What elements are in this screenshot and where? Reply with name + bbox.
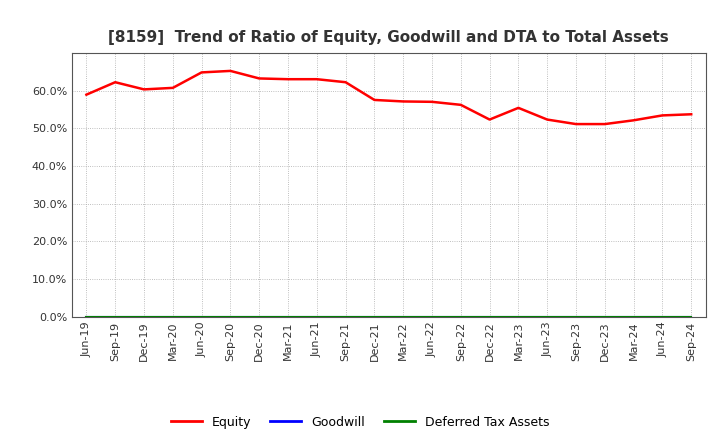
Deferred Tax Assets (341, 314, 350, 319)
Goodwill (485, 314, 494, 319)
Deferred Tax Assets (629, 314, 638, 319)
Equity (226, 68, 235, 73)
Goodwill (370, 314, 379, 319)
Equity (197, 70, 206, 75)
Equity (341, 80, 350, 85)
Deferred Tax Assets (658, 314, 667, 319)
Goodwill (111, 314, 120, 319)
Goodwill (514, 314, 523, 319)
Equity (514, 105, 523, 110)
Equity (255, 76, 264, 81)
Goodwill (140, 314, 148, 319)
Goodwill (284, 314, 292, 319)
Legend: Equity, Goodwill, Deferred Tax Assets: Equity, Goodwill, Deferred Tax Assets (166, 411, 554, 434)
Goodwill (312, 314, 321, 319)
Equity (687, 112, 696, 117)
Deferred Tax Assets (370, 314, 379, 319)
Goodwill (572, 314, 580, 319)
Deferred Tax Assets (312, 314, 321, 319)
Goodwill (255, 314, 264, 319)
Equity (658, 113, 667, 118)
Equity (456, 102, 465, 107)
Equity (600, 121, 609, 127)
Deferred Tax Assets (456, 314, 465, 319)
Goodwill (226, 314, 235, 319)
Equity (543, 117, 552, 122)
Goodwill (341, 314, 350, 319)
Equity (284, 77, 292, 82)
Deferred Tax Assets (428, 314, 436, 319)
Deferred Tax Assets (168, 314, 177, 319)
Equity (168, 85, 177, 91)
Goodwill (658, 314, 667, 319)
Goodwill (82, 314, 91, 319)
Equity (111, 80, 120, 85)
Deferred Tax Assets (514, 314, 523, 319)
Goodwill (600, 314, 609, 319)
Equity (399, 99, 408, 104)
Deferred Tax Assets (284, 314, 292, 319)
Goodwill (687, 314, 696, 319)
Goodwill (629, 314, 638, 319)
Equity (82, 92, 91, 97)
Equity (629, 117, 638, 123)
Deferred Tax Assets (543, 314, 552, 319)
Deferred Tax Assets (140, 314, 148, 319)
Deferred Tax Assets (572, 314, 580, 319)
Deferred Tax Assets (399, 314, 408, 319)
Equity (370, 97, 379, 103)
Deferred Tax Assets (226, 314, 235, 319)
Deferred Tax Assets (255, 314, 264, 319)
Goodwill (428, 314, 436, 319)
Deferred Tax Assets (687, 314, 696, 319)
Equity (312, 77, 321, 82)
Goodwill (168, 314, 177, 319)
Title: [8159]  Trend of Ratio of Equity, Goodwill and DTA to Total Assets: [8159] Trend of Ratio of Equity, Goodwil… (109, 29, 669, 45)
Equity (485, 117, 494, 122)
Goodwill (399, 314, 408, 319)
Equity (572, 121, 580, 127)
Line: Equity: Equity (86, 71, 691, 124)
Deferred Tax Assets (111, 314, 120, 319)
Deferred Tax Assets (485, 314, 494, 319)
Goodwill (456, 314, 465, 319)
Equity (428, 99, 436, 104)
Goodwill (197, 314, 206, 319)
Equity (140, 87, 148, 92)
Deferred Tax Assets (197, 314, 206, 319)
Deferred Tax Assets (82, 314, 91, 319)
Goodwill (543, 314, 552, 319)
Deferred Tax Assets (600, 314, 609, 319)
